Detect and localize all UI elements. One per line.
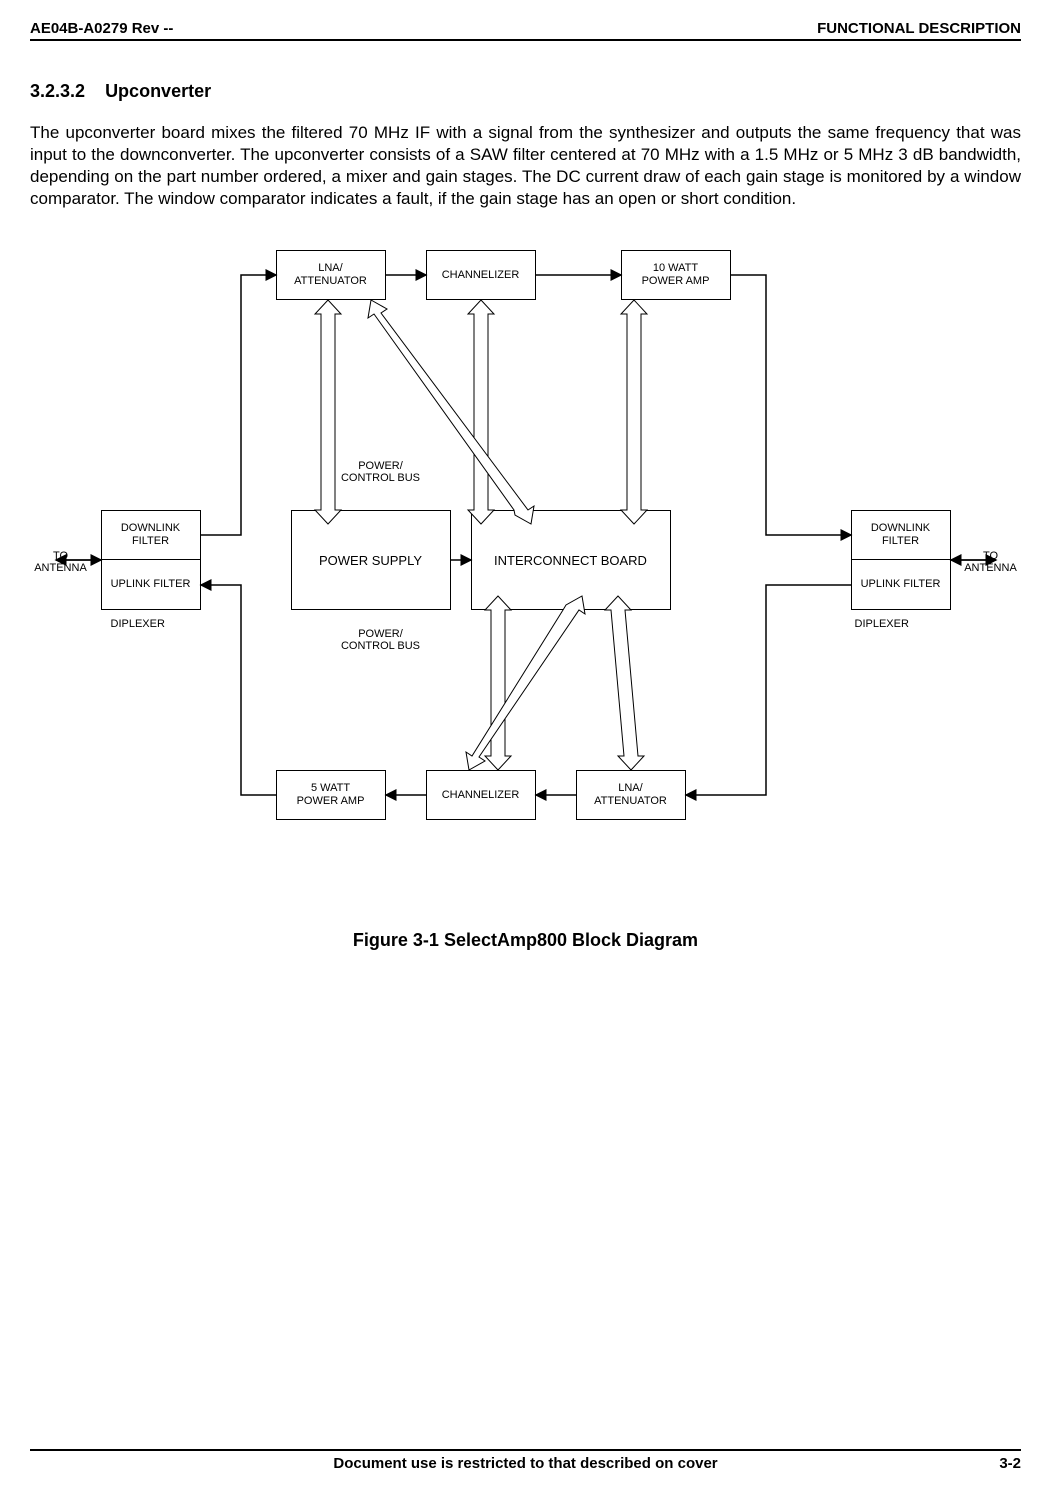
channelizer-bottom-box: CHANNELIZER: [426, 770, 536, 820]
footer-right: 3-2: [999, 1455, 1021, 1472]
power-control-bus-bottom-label: POWER/CONTROL BUS: [321, 628, 441, 652]
downlink-filter-left: DOWNLINKFILTER: [102, 511, 200, 560]
section-title: Upconverter: [105, 81, 211, 101]
page-footer: Document use is restricted to that descr…: [30, 1449, 1021, 1472]
downlink-filter-right: DOWNLINKFILTER: [852, 511, 950, 560]
block-diagram: LNA/ATTENUATOR CHANNELIZER 10 WATTPOWER …: [31, 250, 1021, 870]
power-amp-5w-box: 5 WATTPOWER AMP: [276, 770, 386, 820]
diplexer-left-label: DIPLEXER: [111, 618, 165, 630]
figure-caption: Figure 3-1 SelectAmp800 Block Diagram: [30, 930, 1021, 951]
channelizer-top-box: CHANNELIZER: [426, 250, 536, 300]
section-heading: 3.2.3.2 Upconverter: [30, 81, 1021, 102]
to-antenna-right-label: TOANTENNA: [951, 550, 1031, 574]
power-control-bus-top-label: POWER/CONTROL BUS: [321, 460, 441, 484]
footer-center: Document use is restricted to that descr…: [30, 1455, 1021, 1472]
lna-attenuator-bottom-box: LNA/ATTENUATOR: [576, 770, 686, 820]
diplexer-right-label: DIPLEXER: [855, 618, 909, 630]
page-header: AE04B-A0279 Rev -- FUNCTIONAL DESCRIPTIO…: [30, 20, 1021, 41]
page: AE04B-A0279 Rev -- FUNCTIONAL DESCRIPTIO…: [0, 0, 1051, 1492]
uplink-filter-left: UPLINK FILTER: [102, 560, 200, 609]
to-antenna-left-label: TOANTENNA: [21, 550, 101, 574]
header-right: FUNCTIONAL DESCRIPTION: [817, 20, 1021, 37]
section-number: 3.2.3.2: [30, 81, 85, 101]
uplink-filter-right: UPLINK FILTER: [852, 560, 950, 609]
body-paragraph: The upconverter board mixes the filtered…: [30, 122, 1021, 210]
interconnect-board-box: INTERCONNECT BOARD: [471, 510, 671, 610]
lna-attenuator-top-box: LNA/ATTENUATOR: [276, 250, 386, 300]
power-amp-10w-box: 10 WATTPOWER AMP: [621, 250, 731, 300]
power-supply-box: POWER SUPPLY: [291, 510, 451, 610]
header-left: AE04B-A0279 Rev --: [30, 20, 173, 37]
diplexer-right-box: DOWNLINKFILTER UPLINK FILTER: [851, 510, 951, 610]
diplexer-left-box: DOWNLINKFILTER UPLINK FILTER: [101, 510, 201, 610]
